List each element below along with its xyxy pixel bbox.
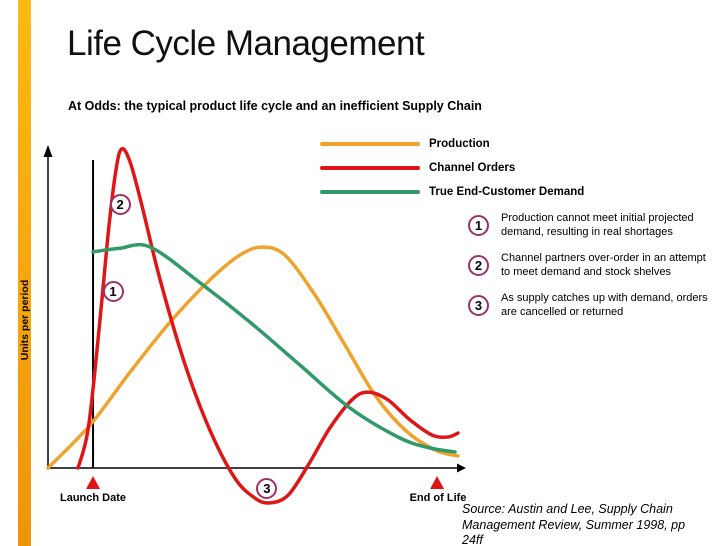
launch-date-label: Launch Date [59,492,127,504]
slide-subtitle: At Odds: the typical product life cycle … [68,99,482,113]
marker-triangle-icon [86,476,101,489]
chart-legend: Production Channel Orders True End-Custo… [320,137,584,209]
marker-triangle-icon [430,476,445,489]
chart-marker-1: 1 [102,281,124,303]
annotation-text-2: Channel partners over-order in an attemp… [501,251,706,278]
series-line-production [46,245,460,470]
chart-marker-3: 3 [256,477,278,499]
legend-label-channel-orders: Channel Orders [429,162,516,174]
true-demand-line-swatch [320,190,420,194]
annotation-text-3: As supply catches up with demand, orders… [501,291,708,318]
accent-bar [18,0,31,546]
production-line-swatch [320,142,420,146]
annotation-item-2: 2 Channel partners over-order in an atte… [468,252,718,280]
legend-item-true-demand: True End-Customer Demand [320,185,584,199]
chart-marker-2: 2 [109,193,131,215]
y-axis-arrow-icon [43,145,53,157]
annotation-number-3: 3 [468,295,489,317]
annotation-number-1: 1 [468,215,489,237]
legend-item-production: Production [320,137,584,151]
end-of-life-label: End of Life [409,492,467,504]
channel-orders-line-swatch [320,166,420,170]
source-citation: Source: Austin and Lee, Supply Chain Man… [462,502,686,546]
series-line-true-end-customer-demand [91,242,457,454]
annotation-item-1: 1 Production cannot meet initial project… [468,212,718,240]
page-title: Life Cycle Management [67,24,425,63]
legend-label-true-demand: True End-Customer Demand [429,186,585,198]
annotation-item-3: 3 As supply catches up with demand, orde… [468,292,718,320]
annotation-number-2: 2 [468,255,489,277]
y-axis-label: Units per period [19,279,31,361]
annotation-list: 1 Production cannot meet initial project… [468,212,718,332]
legend-item-channel-orders: Channel Orders [320,161,584,175]
annotation-text-1: Production cannot meet initial projected… [501,212,694,238]
legend-label-production: Production [429,138,490,150]
x-axis-arrow-icon [457,463,466,473]
